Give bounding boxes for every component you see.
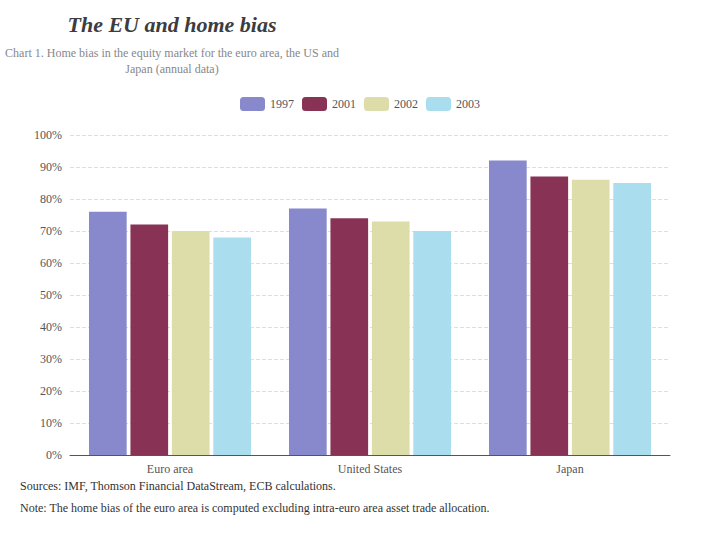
svg-text:30%: 30%	[40, 352, 62, 366]
svg-text:Note: The home bias of the eur: Note: The home bias of the euro area is …	[20, 501, 490, 515]
svg-text:United States: United States	[338, 462, 403, 476]
svg-text:50%: 50%	[40, 288, 62, 302]
svg-text:40%: 40%	[40, 320, 62, 334]
svg-text:0%: 0%	[46, 448, 62, 462]
svg-text:1997: 1997	[270, 97, 294, 111]
svg-text:Chart 1. Home bias in the equi: Chart 1. Home bias in the equity market …	[5, 46, 339, 60]
svg-text:Japan (annual data): Japan (annual data)	[125, 62, 218, 76]
svg-text:70%: 70%	[40, 224, 62, 238]
svg-text:90%: 90%	[40, 160, 62, 174]
svg-text:Sources: IMF, Thomson Financia: Sources: IMF, Thomson Financial DataStre…	[20, 479, 336, 493]
svg-text:Japan: Japan	[556, 462, 583, 476]
svg-text:60%: 60%	[40, 256, 62, 270]
svg-text:2002: 2002	[394, 97, 418, 111]
svg-text:80%: 80%	[40, 192, 62, 206]
svg-text:100%: 100%	[34, 128, 62, 142]
svg-text:The EU and home bias: The EU and home bias	[67, 12, 276, 37]
svg-text:2001: 2001	[332, 97, 356, 111]
svg-text:2003: 2003	[456, 97, 480, 111]
svg-text:10%: 10%	[40, 416, 62, 430]
svg-text:20%: 20%	[40, 384, 62, 398]
svg-text:Euro area: Euro area	[147, 462, 194, 476]
